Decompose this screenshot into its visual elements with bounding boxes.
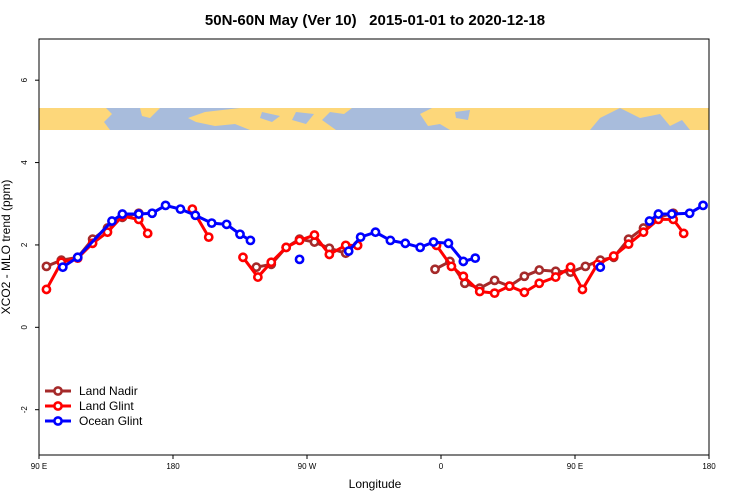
y-tick-label: -2 bbox=[20, 406, 29, 414]
data-point bbox=[400, 238, 411, 249]
data-point bbox=[221, 219, 232, 230]
data-point bbox=[698, 200, 708, 211]
legend-marker bbox=[53, 416, 63, 426]
data-point bbox=[294, 235, 305, 246]
data-point bbox=[133, 209, 144, 219]
plot-frame bbox=[38, 38, 710, 456]
legend-item: Land Glint bbox=[45, 399, 134, 413]
data-point bbox=[443, 238, 454, 249]
data-point bbox=[142, 228, 153, 239]
y-tick-label: 0 bbox=[20, 325, 29, 330]
x-tick-label: 90 E bbox=[567, 462, 583, 471]
data-point bbox=[644, 216, 655, 226]
data-point bbox=[595, 262, 606, 273]
data-point bbox=[206, 218, 217, 229]
data-point bbox=[489, 288, 500, 299]
data-point bbox=[653, 209, 664, 219]
x-tick-label: 90 E bbox=[31, 462, 47, 471]
data-point bbox=[415, 242, 426, 253]
legend-marker bbox=[53, 386, 63, 396]
legend-item: Ocean Glint bbox=[45, 414, 143, 428]
chart-title: 50N-60N May (Ver 10) 2015-01-01 to 2020-… bbox=[205, 12, 545, 29]
data-point bbox=[446, 261, 457, 272]
data-point bbox=[534, 278, 545, 289]
data-point bbox=[266, 257, 277, 268]
data-point bbox=[519, 287, 530, 298]
data-point bbox=[343, 246, 354, 257]
data-point bbox=[160, 200, 171, 211]
data-point bbox=[638, 227, 649, 238]
data-point bbox=[41, 261, 52, 272]
data-point bbox=[430, 264, 440, 275]
data-point bbox=[309, 230, 320, 240]
y-axis-label: XCO2 - MLO trend (ppm) bbox=[0, 180, 13, 315]
data-point bbox=[565, 262, 576, 273]
data-point bbox=[203, 232, 214, 243]
x-tick-label: 180 bbox=[166, 462, 180, 471]
data-point bbox=[577, 284, 588, 295]
data-point bbox=[147, 208, 158, 219]
legend-label: Land Nadir bbox=[79, 384, 138, 398]
y-tick-label: 6 bbox=[20, 77, 29, 82]
x-tick-label: 0 bbox=[439, 462, 444, 471]
data-point bbox=[608, 251, 619, 261]
data-point bbox=[470, 253, 481, 264]
legend-marker bbox=[53, 401, 63, 411]
data-point bbox=[117, 209, 128, 219]
data-point bbox=[684, 208, 695, 219]
x-tick-label: 90 W bbox=[298, 462, 317, 471]
data-point bbox=[294, 254, 305, 265]
data-point bbox=[519, 271, 530, 282]
data-point bbox=[489, 275, 500, 286]
legend-item: Land Nadir bbox=[45, 384, 138, 398]
data-point bbox=[428, 237, 439, 247]
x-tick-label: 180 bbox=[702, 462, 716, 471]
map-band bbox=[39, 108, 709, 130]
data-point bbox=[458, 271, 469, 282]
data-point bbox=[245, 235, 256, 246]
data-point bbox=[175, 204, 186, 215]
data-point bbox=[324, 249, 335, 260]
data-point bbox=[666, 209, 677, 219]
data-point bbox=[385, 235, 396, 246]
x-axis-label: Longitude bbox=[349, 477, 402, 491]
data-point bbox=[252, 272, 263, 282]
data-point bbox=[550, 272, 561, 282]
data-point bbox=[251, 262, 262, 273]
data-point bbox=[355, 232, 366, 243]
data-point bbox=[370, 227, 381, 238]
legend-label: Land Glint bbox=[79, 399, 134, 413]
y-tick-label: 2 bbox=[20, 242, 29, 247]
data-point bbox=[102, 227, 113, 238]
y-tick-label: 4 bbox=[20, 160, 29, 165]
data-point bbox=[107, 216, 117, 226]
data-point bbox=[474, 286, 485, 297]
data-point bbox=[235, 229, 245, 240]
data-point bbox=[580, 261, 591, 272]
data-point bbox=[72, 252, 83, 263]
data-point bbox=[238, 252, 248, 263]
data-point bbox=[57, 262, 68, 273]
data-point bbox=[534, 265, 545, 275]
legend-label: Ocean Glint bbox=[79, 414, 143, 428]
data-point bbox=[504, 281, 515, 292]
data-point bbox=[623, 239, 634, 250]
data-point bbox=[458, 256, 469, 267]
series-line bbox=[45, 208, 685, 295]
data-point bbox=[41, 284, 52, 295]
data-point bbox=[678, 228, 689, 239]
data-point bbox=[281, 242, 292, 253]
data-point bbox=[190, 210, 201, 221]
